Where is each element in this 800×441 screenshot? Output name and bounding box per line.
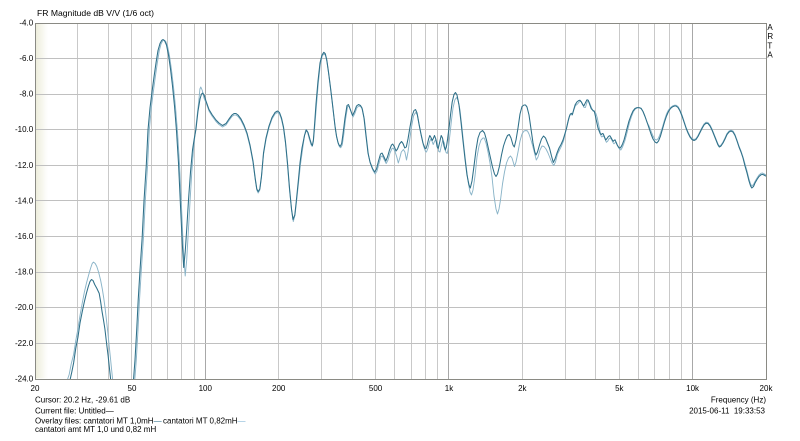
svg-text:cantatori MT 0,82mH—: cantatori MT 0,82mH— xyxy=(163,416,246,425)
svg-text:-24.0: -24.0 xyxy=(15,374,34,383)
svg-text:1k: 1k xyxy=(445,384,454,393)
svg-text:500: 500 xyxy=(369,384,383,393)
svg-text:-14.0: -14.0 xyxy=(15,196,34,205)
svg-text:20k: 20k xyxy=(760,384,774,393)
svg-text:-12.0: -12.0 xyxy=(15,161,34,170)
svg-text:Cursor: 20.2 Hz, -29.61 dB: Cursor: 20.2 Hz, -29.61 dB xyxy=(35,396,130,405)
svg-text:T: T xyxy=(767,41,772,50)
svg-text:20: 20 xyxy=(31,384,40,393)
svg-text:-16.0: -16.0 xyxy=(15,232,34,241)
svg-text:10k: 10k xyxy=(686,384,700,393)
svg-text:-6.0: -6.0 xyxy=(19,54,33,63)
svg-text:A: A xyxy=(767,23,773,32)
svg-text:R: R xyxy=(767,32,773,41)
svg-text:Frequency (Hz): Frequency (Hz) xyxy=(711,396,766,405)
svg-text:50: 50 xyxy=(128,384,137,393)
svg-text:-4.0: -4.0 xyxy=(19,18,33,27)
svg-text:2k: 2k xyxy=(518,384,527,393)
svg-text:A: A xyxy=(767,51,773,60)
svg-text:-8.0: -8.0 xyxy=(19,90,33,99)
svg-text:-10.0: -10.0 xyxy=(15,125,34,134)
svg-text:200: 200 xyxy=(272,384,286,393)
svg-text:Overlay files: cantatori MT 1,: Overlay files: cantatori MT 1,0mH— xyxy=(35,416,162,425)
svg-text:100: 100 xyxy=(199,384,213,393)
svg-text:2015-06-11 19:33:53: 2015-06-11 19:33:53 xyxy=(689,407,765,416)
svg-text:-22.0: -22.0 xyxy=(15,339,34,348)
svg-text:-20.0: -20.0 xyxy=(15,303,34,312)
svg-text:cantatori amt MT 1,0 und 0,82: cantatori amt MT 1,0 und 0,82 mH xyxy=(35,425,156,434)
svg-text:Current file: Untitled—: Current file: Untitled— xyxy=(35,406,114,415)
svg-text:-18.0: -18.0 xyxy=(15,268,34,277)
svg-text:5k: 5k xyxy=(615,384,624,393)
svg-text:FR Magnitude dB V/V (1/6 oct): FR Magnitude dB V/V (1/6 oct) xyxy=(37,8,154,18)
